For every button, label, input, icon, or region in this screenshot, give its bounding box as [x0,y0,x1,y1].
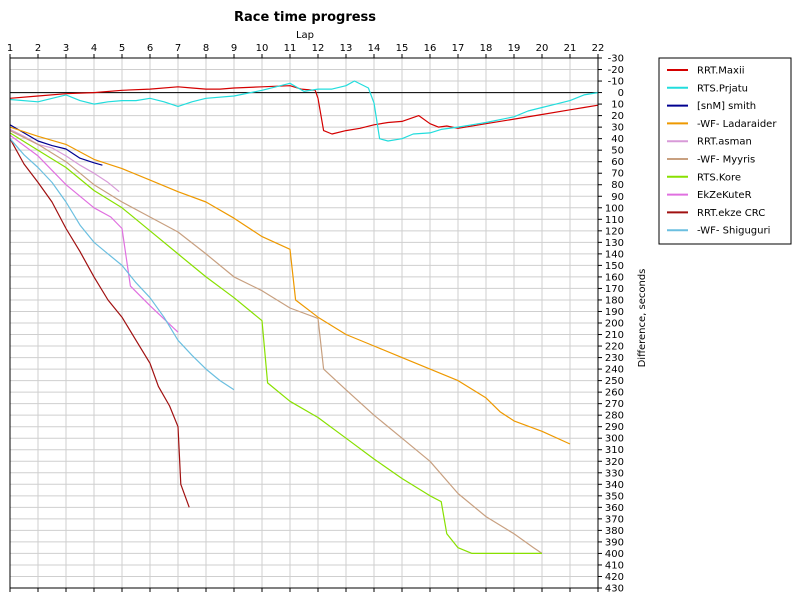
y-tick-label: 190 [605,307,624,318]
series-line-5 [9,130,543,554]
y-tick-label: 260 [605,388,624,399]
series-line-4 [9,128,120,193]
y-tick-label: 390 [605,537,624,548]
y-tick-label: 250 [605,376,624,387]
x-tick-label: 17 [452,43,465,54]
x-tick-label: 6 [147,43,153,54]
y-tick-label: -20 [608,65,624,76]
x-tick-label: 1 [7,43,13,54]
y-tick-label: 10 [611,100,624,111]
x-tick-label: 19 [508,43,521,54]
x-tick-label: 3 [63,43,69,54]
y-tick-label: 240 [605,365,624,376]
y-tick-label: 310 [605,445,624,456]
y-tick-label: 270 [605,399,624,410]
y-tick-label: 230 [605,353,624,364]
x-tick-label: 2 [35,43,41,54]
y-tick-label: 40 [611,134,624,145]
y-tick-label: 150 [605,261,624,272]
y-tick-label: 330 [605,468,624,479]
y-tick-label: 80 [611,180,624,191]
y-tick-label: 360 [605,503,624,514]
y-tick-label: 370 [605,514,624,525]
y-tick-label: 60 [611,157,624,168]
series-line-7 [9,134,179,333]
legend-label: RRT.ekze CRC [697,208,765,219]
series-line-2 [9,124,103,166]
y-axis-ticks: -30-20-100102030405060708090100110120130… [598,54,624,595]
x-axis-title: Lap [296,30,314,41]
x-tick-label: 4 [91,43,97,54]
y-tick-label: 400 [605,549,624,560]
series-line-8 [9,138,190,508]
y-tick-label: 130 [605,238,624,249]
y-tick-label: 210 [605,330,624,341]
x-tick-label: 21 [564,43,577,54]
y-tick-label: 380 [605,526,624,537]
x-tick-label: 14 [368,43,381,54]
series-line-3 [9,126,571,445]
y-tick-label: 350 [605,491,624,502]
y-tick-label: 110 [605,215,624,226]
legend-label: RRT.asman [697,137,752,148]
series-line-6 [9,132,542,555]
x-tick-label: 7 [175,43,181,54]
y-tick-label: 290 [605,422,624,433]
x-tick-label: 12 [312,43,325,54]
y-tick-label: 420 [605,572,624,583]
legend: RRT.Maxii RTS.Prjatu [snM] smith -WF- Ladar… [667,66,777,237]
y-tick-label: -30 [608,54,624,65]
y-tick-label: 20 [611,111,624,122]
x-tick-label: 20 [536,43,549,54]
legend-label: RRT.Maxii [697,66,745,77]
x-tick-label: 8 [203,43,209,54]
legend-label: EkZeKuteR [697,190,752,201]
y-tick-label: 100 [605,203,624,214]
y-tick-label: 430 [605,584,624,595]
x-tick-label: 10 [256,43,269,54]
legend-label: -WF- Ladaraider [697,119,777,130]
y-tick-label: 120 [605,226,624,237]
y-tick-label: 50 [611,146,624,157]
grid [10,57,598,589]
y-axis-title: Difference, seconds [637,269,648,368]
y-tick-label: 160 [605,272,624,283]
y-tick-label: 70 [611,169,624,180]
y-tick-label: -10 [608,77,624,88]
series-lines [9,80,599,555]
legend-label: RTS.Kore [697,172,741,183]
legend-label: -WF- Myyris [697,155,755,166]
y-tick-label: 180 [605,295,624,306]
x-tick-label: 18 [480,43,493,54]
legend-label: RTS.Prjatu [697,83,748,94]
legend-label: [snM] smith [697,101,756,112]
series-line-9 [9,138,235,391]
y-tick-label: 320 [605,457,624,468]
x-tick-label: 16 [424,43,437,54]
y-tick-label: 30 [611,123,624,134]
y-tick-label: 220 [605,342,624,353]
x-tick-label: 15 [396,43,409,54]
x-tick-label: 13 [340,43,353,54]
y-tick-label: 170 [605,284,624,295]
x-axis-ticks: 1 2 3 4 5 6 7 8 9 10 11 12 13 14 15 16 17 18 19 20 21 22 [7,43,605,592]
y-tick-label: 200 [605,319,624,330]
y-tick-label: 410 [605,560,624,571]
x-tick-label: 22 [592,43,605,54]
legend-label: -WF- Shiguguri [697,226,770,237]
y-tick-label: 90 [611,192,624,203]
x-tick-label: 11 [284,43,297,54]
x-tick-label: 9 [231,43,237,54]
series-line-0 [9,85,599,135]
y-tick-label: 340 [605,480,624,491]
y-tick-label: 0 [618,88,624,99]
chart-title: Race time progress [234,10,376,25]
x-tick-label: 5 [119,43,125,54]
y-tick-label: 280 [605,411,624,422]
y-tick-label: 300 [605,434,624,445]
series-line-1 [9,80,599,142]
y-tick-label: 140 [605,249,624,260]
